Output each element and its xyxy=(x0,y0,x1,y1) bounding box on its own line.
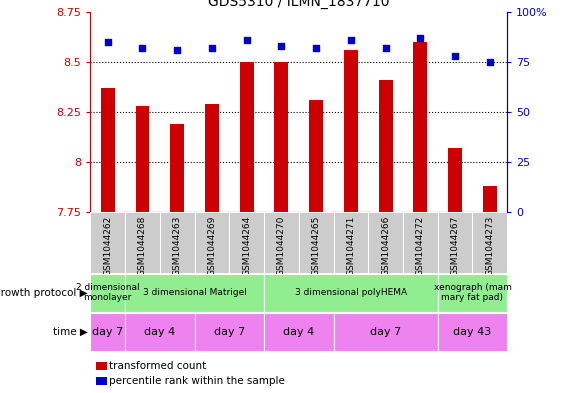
Point xyxy=(381,45,390,51)
Text: GSM1044267: GSM1044267 xyxy=(451,215,459,275)
Title: GDS5310 / ILMN_1837710: GDS5310 / ILMN_1837710 xyxy=(208,0,389,9)
Bar xyxy=(368,212,403,273)
Bar xyxy=(101,88,115,212)
Bar xyxy=(299,212,333,273)
Bar xyxy=(264,212,298,273)
Text: 3 dimensional Matrigel: 3 dimensional Matrigel xyxy=(143,288,247,297)
Bar xyxy=(448,148,462,212)
Bar xyxy=(483,186,497,212)
Bar xyxy=(195,212,229,273)
Text: GSM1044263: GSM1044263 xyxy=(173,215,182,275)
Point xyxy=(173,47,182,53)
Bar xyxy=(160,212,195,273)
Text: 3 dimensional polyHEMA: 3 dimensional polyHEMA xyxy=(295,288,407,297)
Bar xyxy=(275,62,289,212)
Bar xyxy=(403,212,438,273)
Text: GSM1044269: GSM1044269 xyxy=(208,215,216,275)
Point xyxy=(346,37,356,43)
Text: time ▶: time ▶ xyxy=(52,327,87,337)
Bar xyxy=(229,212,264,273)
Text: GSM1044268: GSM1044268 xyxy=(138,215,147,275)
Text: GSM1044271: GSM1044271 xyxy=(346,215,356,275)
Bar xyxy=(413,42,427,212)
Text: GSM1044266: GSM1044266 xyxy=(381,215,390,275)
Point xyxy=(485,59,494,65)
Text: GSM1044262: GSM1044262 xyxy=(103,215,113,275)
Bar xyxy=(125,313,195,351)
Text: day 43: day 43 xyxy=(454,327,491,337)
Point xyxy=(103,39,113,45)
Bar xyxy=(125,212,160,273)
Text: transformed count: transformed count xyxy=(109,361,206,371)
Text: day 4: day 4 xyxy=(283,327,314,337)
Bar xyxy=(125,274,264,312)
Point xyxy=(208,45,217,51)
Bar xyxy=(379,80,392,212)
Text: day 4: day 4 xyxy=(144,327,175,337)
Bar xyxy=(90,313,125,351)
Bar xyxy=(333,313,438,351)
Text: day 7: day 7 xyxy=(92,327,124,337)
Bar xyxy=(195,313,264,351)
Bar xyxy=(344,50,358,212)
Point xyxy=(416,35,425,41)
Text: GSM1044272: GSM1044272 xyxy=(416,215,425,275)
Point xyxy=(311,45,321,51)
Bar xyxy=(333,212,368,273)
Bar xyxy=(472,212,507,273)
Point xyxy=(242,37,251,43)
Text: day 7: day 7 xyxy=(370,327,401,337)
Text: xenograph (mam
mary fat pad): xenograph (mam mary fat pad) xyxy=(434,283,511,303)
Text: 2 dimensional
monolayer: 2 dimensional monolayer xyxy=(76,283,139,303)
Bar xyxy=(438,313,507,351)
Bar xyxy=(205,104,219,212)
Bar xyxy=(264,274,438,312)
Point xyxy=(451,53,460,59)
Bar xyxy=(170,124,184,212)
Text: GSM1044264: GSM1044264 xyxy=(242,215,251,275)
Bar xyxy=(135,106,149,212)
Point xyxy=(277,43,286,49)
Text: day 7: day 7 xyxy=(214,327,245,337)
Bar xyxy=(309,100,323,212)
Text: percentile rank within the sample: percentile rank within the sample xyxy=(109,376,285,386)
Text: GSM1044270: GSM1044270 xyxy=(277,215,286,275)
Text: GSM1044265: GSM1044265 xyxy=(312,215,321,275)
Point xyxy=(138,45,147,51)
Bar xyxy=(438,212,472,273)
Bar xyxy=(438,274,507,312)
Text: GSM1044273: GSM1044273 xyxy=(485,215,494,275)
Bar xyxy=(90,274,125,312)
Text: growth protocol ▶: growth protocol ▶ xyxy=(0,288,87,298)
Bar xyxy=(90,212,125,273)
Bar xyxy=(264,313,333,351)
Bar xyxy=(240,62,254,212)
